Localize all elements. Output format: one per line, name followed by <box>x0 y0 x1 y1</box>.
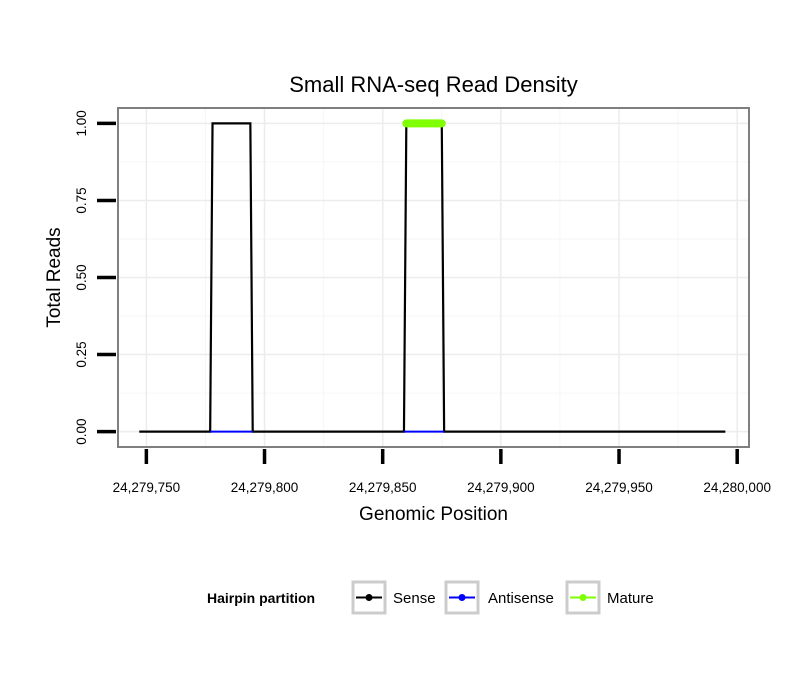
legend-label-sense: Sense <box>393 590 436 607</box>
y-tick-label: 0.25 <box>74 341 89 367</box>
x-tick-label: 24,279,750 <box>113 480 181 495</box>
x-axis-title: Genomic Position <box>359 504 508 525</box>
y-tick-label: 1.00 <box>74 110 89 136</box>
plot-border <box>117 107 750 448</box>
x-tick-label: 24,279,850 <box>349 480 417 495</box>
series-layer <box>139 119 726 433</box>
x-tick-label: 24,279,800 <box>231 480 299 495</box>
grid <box>118 108 749 447</box>
legend-key-point <box>365 594 373 601</box>
legend-key-point <box>458 594 466 601</box>
legend-key-point <box>579 594 587 601</box>
x-tick-label: 24,279,900 <box>467 480 535 495</box>
legend-label-mature: Mature <box>607 590 654 607</box>
y-tick-label: 0.00 <box>74 418 89 444</box>
y-tick-label: 0.50 <box>74 264 89 290</box>
axes: 24,279,750 24,279,800 24,279,850 24,279,900… <box>74 110 771 495</box>
x-tick-label: 24,279,950 <box>585 480 653 495</box>
series-sense-line <box>139 122 726 433</box>
y-tick-label: 0.75 <box>74 187 89 213</box>
chart-title: Small RNA-seq Read Density <box>289 72 578 97</box>
legend-label-antisense: Antisense <box>488 590 554 607</box>
x-tick-label: 24,280,000 <box>703 480 771 495</box>
y-axis-title: Total Reads <box>44 227 65 327</box>
legend-title: Hairpin partition <box>207 590 315 606</box>
legend: Hairpin partition Sense Antisense Mature <box>207 580 654 615</box>
